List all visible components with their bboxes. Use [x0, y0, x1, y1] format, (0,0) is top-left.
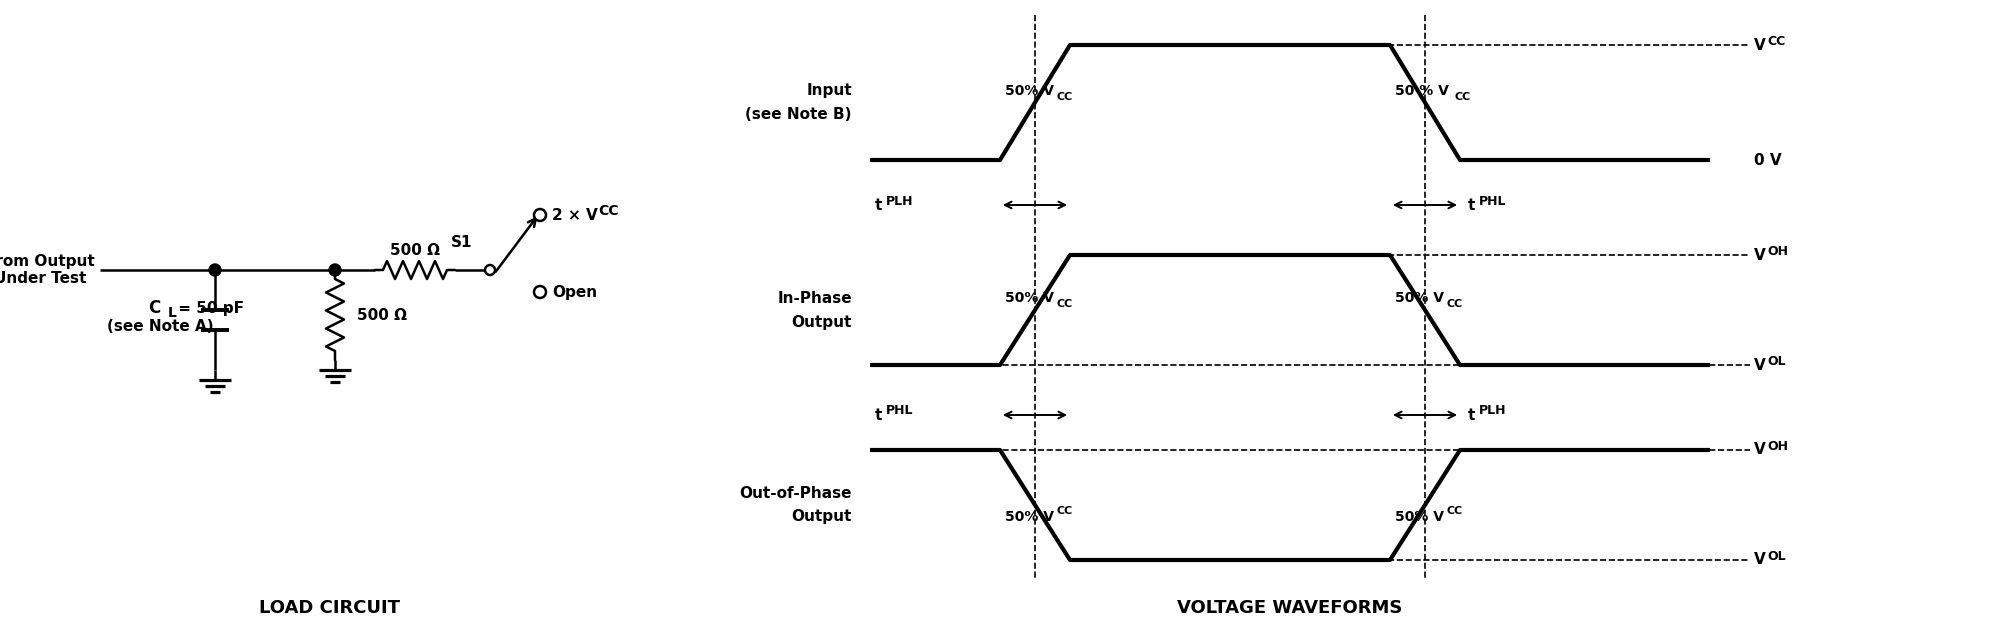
Text: = 50 pF: = 50 pF — [174, 300, 244, 315]
Text: OH: OH — [1766, 245, 1786, 257]
Text: t: t — [875, 408, 881, 423]
Text: 50% V: 50% V — [1395, 510, 1443, 524]
Text: (see Note A): (see Note A) — [106, 319, 214, 334]
Text: CC: CC — [597, 204, 617, 218]
Text: 50% V: 50% V — [1005, 510, 1053, 524]
Text: 500 Ω: 500 Ω — [390, 243, 440, 257]
Text: 50% V: 50% V — [1005, 291, 1053, 305]
Text: 500 Ω: 500 Ω — [358, 308, 408, 322]
Text: t: t — [1467, 408, 1475, 423]
Text: 50% V: 50% V — [1395, 291, 1443, 305]
Text: (see Note B): (see Note B) — [745, 107, 851, 122]
Circle shape — [210, 264, 222, 276]
Text: C: C — [148, 299, 160, 317]
Circle shape — [533, 286, 545, 298]
Text: OL: OL — [1766, 355, 1784, 367]
Text: V: V — [1752, 442, 1764, 458]
Circle shape — [533, 209, 545, 221]
Text: S1: S1 — [452, 234, 472, 250]
Text: t: t — [1467, 198, 1475, 212]
Text: CC: CC — [1057, 506, 1073, 516]
Text: PLH: PLH — [1479, 404, 1506, 418]
Text: PHL: PHL — [1479, 195, 1506, 207]
Text: From Output
Under Test: From Output Under Test — [0, 254, 96, 286]
Text: CC: CC — [1766, 35, 1784, 47]
Text: VOLTAGE WAVEFORMS: VOLTAGE WAVEFORMS — [1177, 599, 1403, 617]
Text: V: V — [1752, 37, 1764, 52]
Text: Output: Output — [791, 315, 851, 329]
Circle shape — [330, 264, 342, 276]
Text: CC: CC — [1057, 92, 1073, 102]
Text: 0 V: 0 V — [1752, 152, 1780, 167]
Text: 50 % V: 50 % V — [1395, 83, 1449, 97]
Circle shape — [486, 265, 496, 275]
Text: OL: OL — [1766, 549, 1784, 562]
Text: V: V — [1752, 248, 1764, 262]
Text: L: L — [168, 306, 176, 320]
Text: PHL: PHL — [885, 404, 913, 418]
Text: Input: Input — [805, 83, 851, 98]
Text: V: V — [1752, 552, 1764, 568]
Text: PLH: PLH — [885, 195, 913, 207]
Text: Open: Open — [551, 284, 597, 300]
Text: CC: CC — [1057, 299, 1073, 309]
Text: CC: CC — [1447, 506, 1463, 516]
Text: CC: CC — [1455, 92, 1471, 102]
Text: V: V — [1752, 358, 1764, 372]
Text: 50% V: 50% V — [1005, 83, 1053, 97]
Text: t: t — [875, 198, 881, 212]
Text: In-Phase: In-Phase — [777, 291, 851, 305]
Text: CC: CC — [1447, 299, 1463, 309]
Text: LOAD CIRCUIT: LOAD CIRCUIT — [260, 599, 400, 617]
Text: Out-of-Phase: Out-of-Phase — [739, 485, 851, 501]
Text: OH: OH — [1766, 439, 1786, 453]
Text: 2 × V: 2 × V — [551, 207, 597, 222]
Text: Output: Output — [791, 509, 851, 525]
